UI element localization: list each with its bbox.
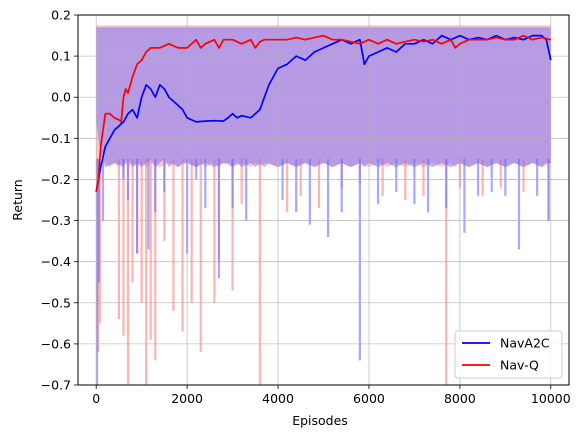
y-tick-label: −0.2 <box>41 172 71 187</box>
y-axis-label: Return <box>10 179 25 220</box>
y-tick-label: −0.5 <box>41 295 71 310</box>
y-tick-label: 0.0 <box>51 90 71 105</box>
y-tick-label: −0.7 <box>41 378 71 393</box>
plot-frame <box>77 14 570 386</box>
legend: NavA2C Nav-Q <box>454 330 563 379</box>
x-tick-label: 6000 <box>353 391 385 406</box>
y-tick-label: −0.6 <box>41 336 71 351</box>
y-tick-label: −0.1 <box>41 131 71 146</box>
x-axis: 0 2000 4000 6000 8000 10000 <box>92 385 571 406</box>
y-axis: −0.7 −0.6 −0.5 −0.4 −0.3 −0.2 −0.1 0.0 0.1 0.2 <box>41 8 78 393</box>
series-lines <box>95 34 552 192</box>
series-line-nava2c <box>95 34 552 192</box>
y-tick-label: 0.2 <box>51 8 71 23</box>
legend-label-nav-q: Nav-Q <box>500 358 539 373</box>
y-tick-label: 0.1 <box>51 49 71 64</box>
legend-label-nava2c: NavA2C <box>500 336 550 351</box>
x-tick-label: 10000 <box>531 391 571 406</box>
plot-area <box>78 14 569 386</box>
x-tick-label: 0 <box>92 391 100 406</box>
y-tick-label: −0.3 <box>41 213 71 228</box>
x-tick-label: 2000 <box>171 391 203 406</box>
x-axis-label: Episodes <box>292 413 348 428</box>
x-tick-label: 8000 <box>444 391 476 406</box>
x-tick-label: 4000 <box>262 391 294 406</box>
y-tick-label: −0.4 <box>41 254 71 269</box>
series-line-nav-q <box>95 34 551 192</box>
